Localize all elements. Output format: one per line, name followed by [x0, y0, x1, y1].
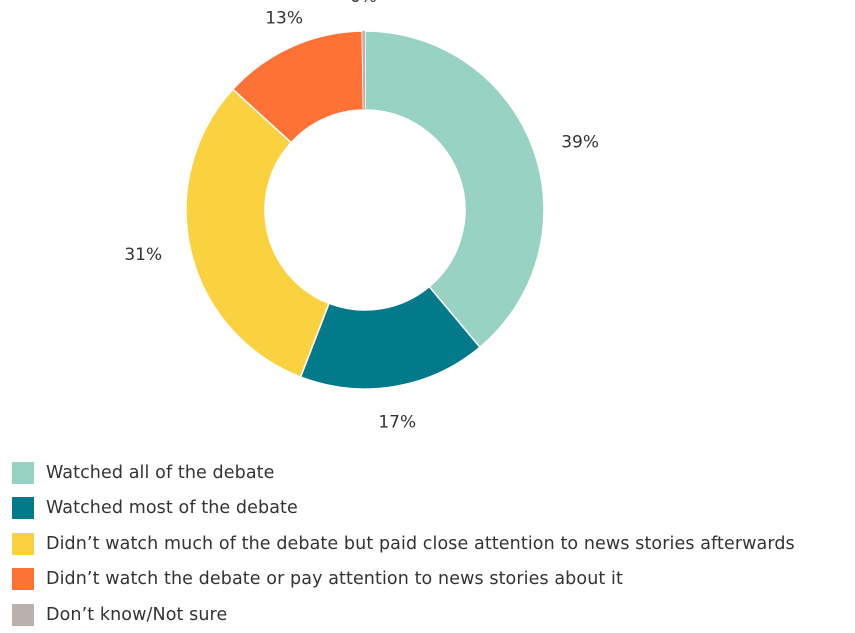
legend-swatch: [12, 461, 34, 484]
donut-slice: [231, 30, 365, 144]
donut-slice: [364, 30, 545, 349]
legend: Watched all of the debate Watched most of…: [12, 455, 795, 633]
legend-swatch: [12, 603, 34, 626]
slice-value-label: 39%: [561, 133, 599, 153]
donut-chart: 39% 17% 31% 13% 0%: [124, 0, 599, 432]
legend-swatch: [12, 497, 34, 520]
legend-item: Don’t know/Not sure: [12, 597, 795, 633]
legend-item: Didn’t watch the debate or pay attention…: [12, 562, 795, 598]
slice-value-label: 13%: [265, 8, 303, 28]
legend-label: Don’t know/Not sure: [46, 604, 228, 625]
legend-item: Watched all of the debate: [12, 455, 795, 491]
legend-item: Watched most of the debate: [12, 491, 795, 527]
slice-labels: 39% 17% 31% 13% 0%: [124, 0, 599, 432]
donut-slices: [185, 30, 545, 390]
legend-label: Didn’t watch much of the debate but paid…: [46, 533, 795, 554]
legend-swatch: [12, 532, 34, 555]
slice-value-label: 0%: [350, 0, 377, 7]
legend-label: Didn’t watch the debate or pay attention…: [46, 569, 623, 590]
slice-value-label: 17%: [378, 412, 416, 432]
donut-slice: [362, 31, 365, 111]
legend-item: Didn’t watch much of the debate but paid…: [12, 526, 795, 562]
legend-label: Watched all of the debate: [46, 462, 275, 483]
donut-slice: [185, 88, 330, 378]
legend-label: Watched most of the debate: [46, 498, 298, 519]
slice-value-label: 31%: [124, 245, 162, 265]
legend-swatch: [12, 568, 34, 591]
donut-slice: [299, 285, 481, 390]
